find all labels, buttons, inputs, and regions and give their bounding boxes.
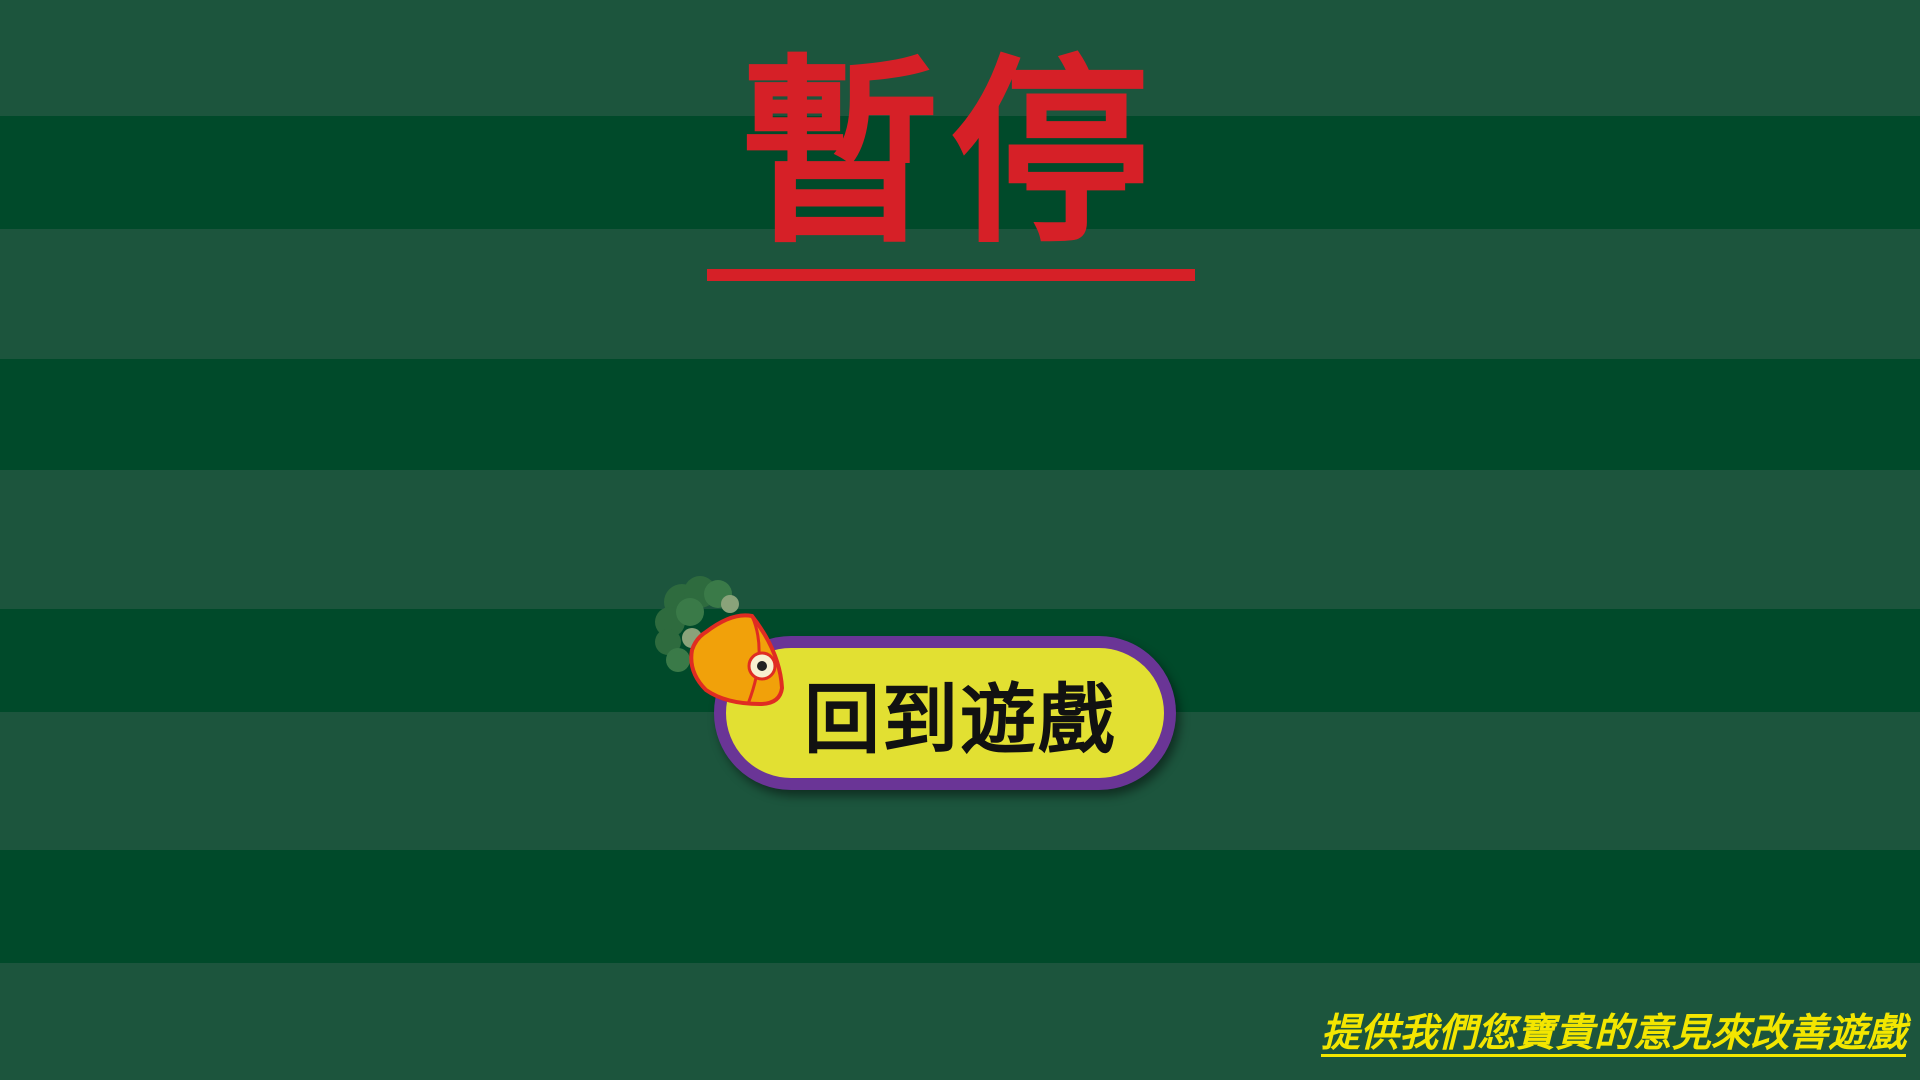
background-stripe	[0, 470, 1920, 609]
background-stripe	[0, 229, 1920, 359]
carrot-icon	[655, 576, 785, 707]
background-stripe	[0, 359, 1920, 470]
background-stripe	[0, 0, 1920, 116]
carrot-leaves-icon	[655, 576, 739, 672]
background-stripe	[0, 850, 1920, 963]
pause-title: 暫停	[739, 38, 1160, 271]
title-underline	[707, 269, 1195, 281]
background-stripe	[0, 963, 1920, 1080]
feedback-link[interactable]: 提供我們您寶貴的意見來改善遊戲	[1320, 1011, 1906, 1056]
background-stripe	[0, 116, 1920, 229]
resume-game-label: 回到遊戲	[804, 675, 1116, 764]
resume-game-button[interactable]: 回到遊戲	[714, 636, 1176, 790]
